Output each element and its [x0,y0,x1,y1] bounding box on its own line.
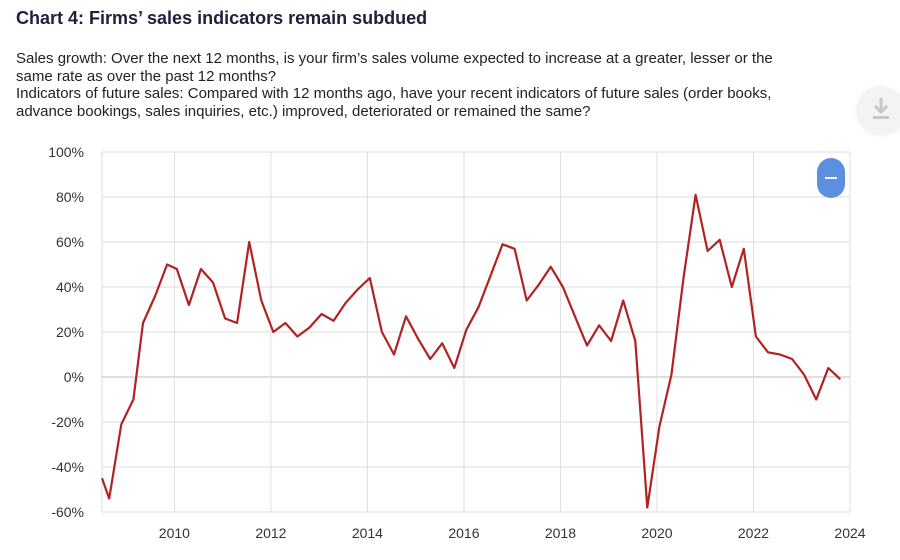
x-tick-label: 2024 [834,525,865,541]
y-tick-label: -60% [51,504,84,520]
chart-description: Sales growth: Over the next 12 months, i… [16,50,886,120]
y-tick-label: -20% [51,414,84,430]
x-tick-label: 2012 [255,525,286,541]
minus-icon [825,177,837,179]
x-tick-label: 2010 [159,525,190,541]
download-button[interactable] [858,88,900,134]
download-icon [873,98,889,119]
description-line: advance bookings, sales inquiries, etc.)… [16,102,591,120]
y-tick-label: 20% [56,324,84,340]
y-tick-label: 0% [64,369,84,385]
chart-title: Chart 4: Firms’ sales indicators remain … [16,8,428,28]
x-tick-label: 2018 [545,525,576,541]
description-line: same rate as over the past 12 months? [16,67,277,85]
y-tick-label: 60% [56,234,84,250]
collapse-toggle[interactable] [817,158,845,198]
description-line: Indicators of future sales: Compared wit… [16,85,772,102]
x-tick-label: 2022 [738,525,769,541]
y-tick-label: 40% [56,279,84,295]
x-tick-label: 2014 [352,525,383,541]
y-tick-label: -40% [51,459,84,475]
x-tick-label: 2016 [448,525,479,541]
y-tick-label: 100% [48,144,84,160]
description-line: Sales growth: Over the next 12 months, i… [16,50,773,67]
x-tick-label: 2020 [641,525,672,541]
series-line [100,193,842,509]
y-tick-label: 80% [56,189,84,205]
